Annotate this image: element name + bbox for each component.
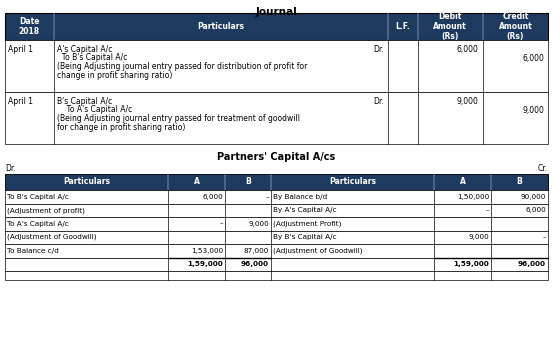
Text: (Adjustment of profit): (Adjustment of profit) (7, 207, 85, 213)
Text: To B's Capital A/c: To B's Capital A/c (57, 54, 127, 62)
Text: 87,000: 87,000 (244, 248, 269, 254)
Text: (Adjustment of Goodwill): (Adjustment of Goodwill) (7, 234, 97, 241)
Text: 9,000: 9,000 (248, 221, 269, 227)
Bar (5, 190, 548, 203)
Text: Dr.: Dr. (5, 164, 15, 173)
Bar (5, 174, 548, 190)
Text: By Balance b/d: By Balance b/d (273, 194, 327, 200)
Text: To A's Capital A/c: To A's Capital A/c (57, 106, 132, 115)
Bar (5, 174, 548, 190)
Text: 6,000: 6,000 (525, 207, 546, 213)
Text: To A's Capital A/c: To A's Capital A/c (7, 221, 69, 227)
Bar (5, 40, 548, 92)
Text: To Balance c/d: To Balance c/d (7, 248, 59, 254)
Text: Journal: Journal (255, 7, 298, 17)
Bar (5, 13, 548, 40)
Bar (5, 13, 548, 40)
Text: Particulars: Particulars (329, 177, 376, 186)
Bar (5, 271, 548, 281)
Text: 1,59,000: 1,59,000 (453, 261, 489, 267)
Text: Date
2018: Date 2018 (19, 17, 40, 36)
Text: 6,000: 6,000 (457, 45, 479, 54)
Text: Credit
Amount
(Rs): Credit Amount (Rs) (499, 11, 533, 41)
Text: Cr.: Cr. (538, 164, 548, 173)
Text: B: B (517, 177, 523, 186)
Text: –: – (542, 234, 546, 240)
Text: By B's Capital A/c: By B's Capital A/c (273, 234, 337, 240)
Bar (5, 92, 548, 144)
Text: Partners' Capital A/cs: Partners' Capital A/cs (217, 152, 336, 162)
Text: By A's Capital A/c: By A's Capital A/c (273, 207, 337, 213)
Text: 9,000: 9,000 (468, 234, 489, 240)
Bar (5, 231, 548, 244)
Text: A's Capital A/c: A's Capital A/c (57, 45, 112, 54)
Text: 1,50,000: 1,50,000 (457, 194, 489, 200)
Text: Debit
Amount
(Rs): Debit Amount (Rs) (434, 11, 467, 41)
Text: A: A (194, 177, 199, 186)
Text: April 1: April 1 (8, 45, 33, 54)
Text: (Adjustment Profit): (Adjustment Profit) (273, 221, 341, 227)
Text: A: A (460, 177, 466, 186)
Bar (5, 217, 548, 231)
Text: –: – (220, 221, 223, 227)
Text: 1,53,000: 1,53,000 (191, 248, 223, 254)
Text: L.F.: L.F. (395, 22, 410, 31)
Text: (Being Adjusting journal entry passed for treatment of goodwill: (Being Adjusting journal entry passed fo… (57, 114, 300, 123)
Text: 96,000: 96,000 (518, 261, 546, 267)
Text: April 1: April 1 (8, 97, 33, 106)
Text: B: B (245, 177, 251, 186)
Text: To B's Capital A/c: To B's Capital A/c (7, 194, 69, 200)
Text: 9,000: 9,000 (457, 97, 479, 106)
Text: –: – (486, 207, 489, 213)
Bar (5, 244, 548, 257)
Text: 90,000: 90,000 (520, 194, 546, 200)
Text: 96,000: 96,000 (241, 261, 269, 267)
Text: for change in profit sharing ratio): for change in profit sharing ratio) (57, 122, 185, 131)
Text: Particulars: Particulars (197, 22, 244, 31)
Text: B's Capital A/c: B's Capital A/c (57, 97, 112, 106)
Text: Dr.: Dr. (373, 97, 384, 106)
Text: –: – (265, 194, 269, 200)
Text: (Being Adjusting journal entry passed for distribution of profit for: (Being Adjusting journal entry passed fo… (57, 62, 307, 71)
Text: change in profit sharing ratio): change in profit sharing ratio) (57, 70, 172, 80)
Text: (Adjustment of Goodwill): (Adjustment of Goodwill) (273, 247, 363, 254)
Text: 6,000: 6,000 (202, 194, 223, 200)
Bar (5, 203, 548, 217)
Text: Particulars: Particulars (63, 177, 110, 186)
Text: Dr.: Dr. (373, 45, 384, 54)
Bar (5, 257, 548, 271)
Text: 9,000: 9,000 (522, 106, 544, 115)
Text: 6,000: 6,000 (522, 54, 544, 62)
Text: 1,59,000: 1,59,000 (187, 261, 223, 267)
